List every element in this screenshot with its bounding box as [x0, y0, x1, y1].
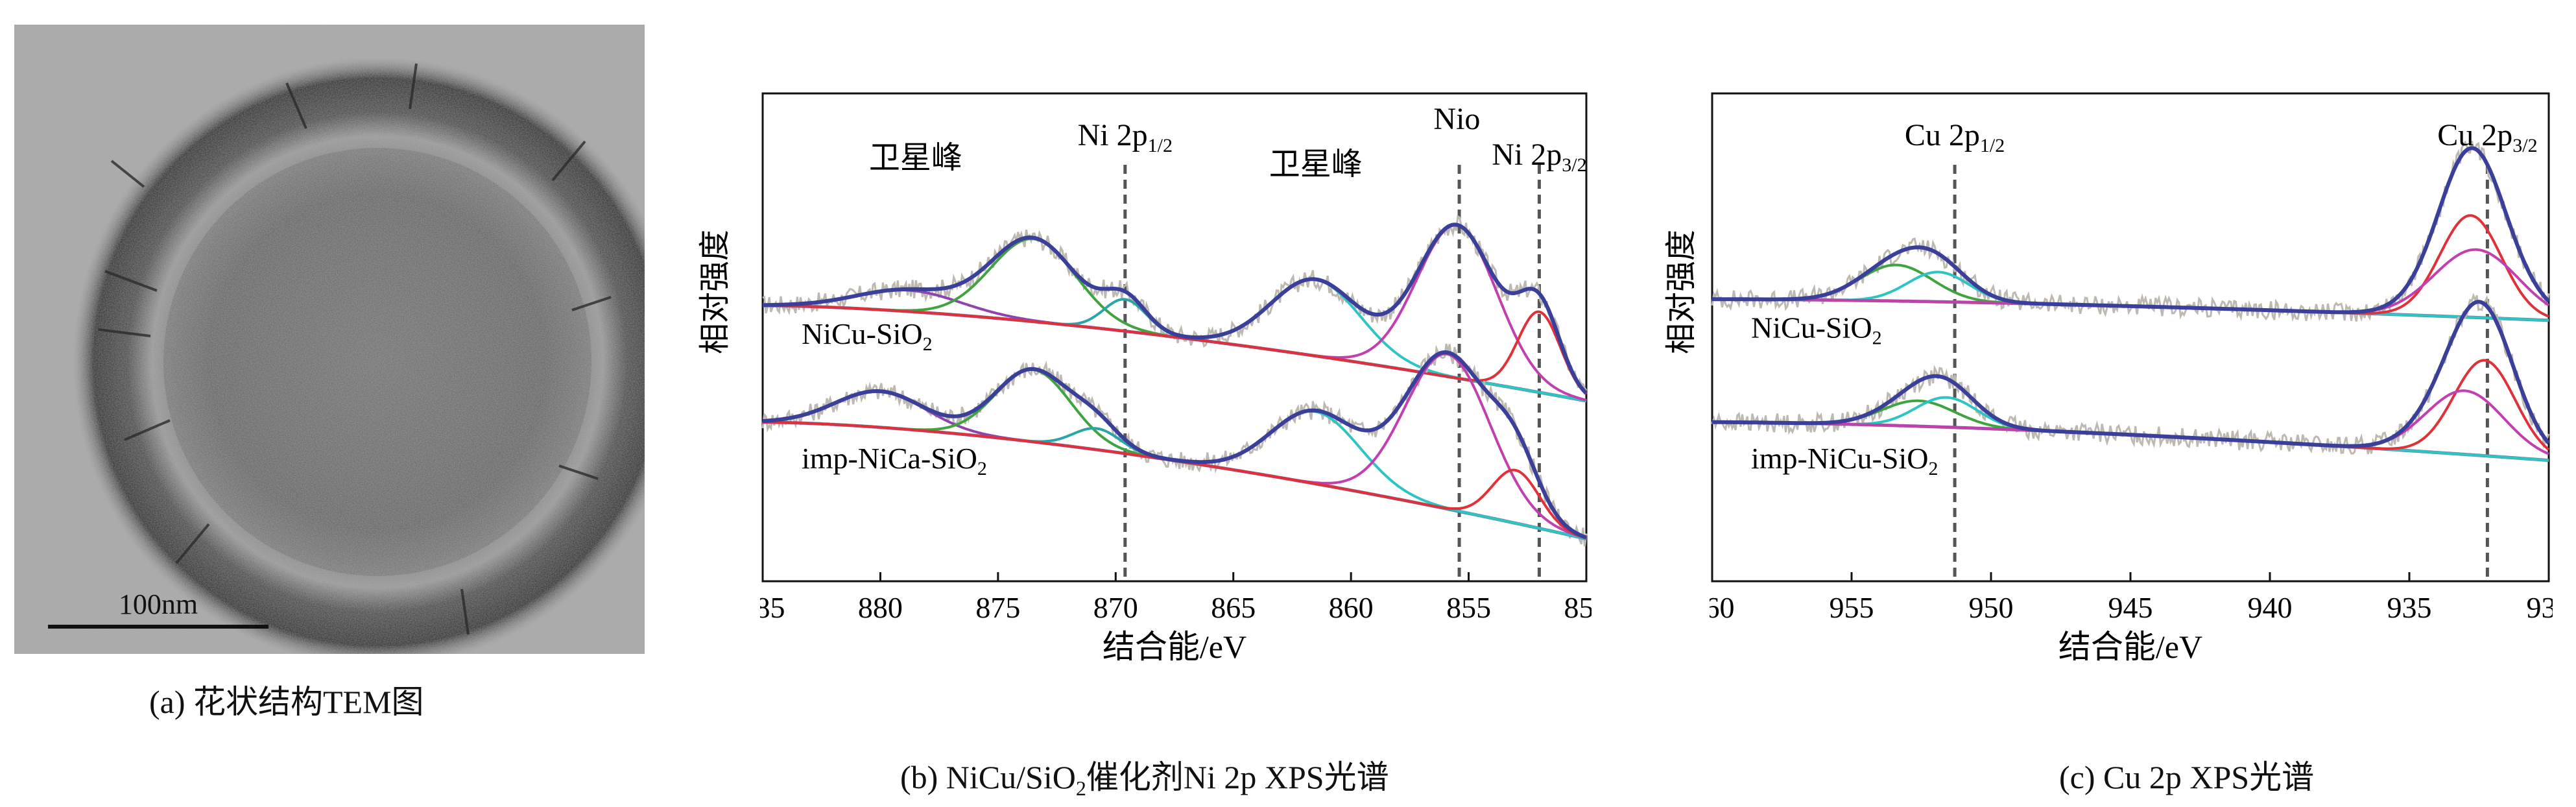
component-peak	[763, 410, 1587, 540]
caption-a: (a) 花状结构TEM图	[149, 684, 424, 720]
component-peak	[763, 304, 1588, 396]
series-0	[762, 215, 1588, 403]
x-tick-label: 880	[858, 591, 903, 624]
x-tick-label: 870	[1093, 591, 1138, 624]
fit-envelope	[762, 350, 1588, 540]
fit-envelope	[1712, 300, 2551, 448]
chart-ni2p: 885 880 875 870 865 860 855 850 结合能/eV NiCu-SiO2 i…	[760, 92, 1592, 662]
series-1	[1711, 293, 2551, 463]
fit-envelope	[1712, 146, 2551, 315]
caption-c: (c) Cu 2p XPS光谱	[2059, 759, 2315, 795]
tem-image: 100nm	[14, 25, 645, 654]
raw-data-line	[1711, 140, 2550, 322]
x-tick-label: 855	[1446, 591, 1491, 624]
plot-frame	[761, 92, 1588, 583]
x-tick-label: 875	[975, 591, 1020, 624]
x-tick-label: 860	[1329, 591, 1374, 624]
caption-b-prefix: (b) NiCu/SiO	[900, 759, 1076, 795]
chart-cu2p: 960 955 950 945 940 935 930 结合能/eV NiCu-SiO2 imp-…	[1710, 92, 2553, 662]
peak-annotation: Ni 2p3/2	[1492, 138, 1586, 176]
x-tick-label: 865	[1211, 591, 1256, 624]
x-tick-label: 930	[2527, 591, 2553, 624]
ylabel-b-wrap: 相对强度	[698, 230, 732, 354]
background-line	[763, 420, 1587, 541]
caption-b-suffix: 催化剂Ni 2p XPS光谱	[1086, 759, 1389, 795]
peak-annotation: 卫星峰	[1269, 147, 1363, 182]
ylabel-c: 相对强度	[1664, 230, 1699, 354]
x-tick-label: 940	[2248, 591, 2293, 624]
tem-micrograph: 100nm	[14, 25, 645, 654]
fit-envelope	[763, 223, 1588, 395]
x-tick-label: 850	[1564, 591, 1592, 624]
component-peak	[763, 420, 1587, 540]
ylabel-b: 相对强度	[698, 230, 732, 354]
component-peak	[763, 224, 1587, 402]
raw-data-line	[762, 215, 1588, 392]
caption-b: (b) NiCu/SiO2催化剂Ni 2p XPS光谱	[900, 751, 1389, 801]
peak-annotation: Cu 2p3/2	[2437, 118, 2537, 156]
ylabel-c-wrap: 相对强度	[1664, 230, 1699, 354]
series-label: imp-NiCa-SiO2	[802, 442, 987, 479]
x-tick-label: 885	[760, 591, 785, 624]
peak-annotation: Cu 2p1/2	[1905, 118, 2005, 156]
x-tick-label: 950	[1969, 591, 2014, 624]
x-tick-label: 955	[1830, 591, 1874, 624]
series-0	[1711, 140, 2551, 322]
series-label: NiCu-SiO2	[1751, 311, 1882, 348]
caption-b-sub: 2	[1075, 777, 1086, 800]
series-label: NiCu-SiO2	[802, 317, 933, 355]
peak-annotation: Nio	[1433, 102, 1480, 136]
scale-bar-label: 100nm	[119, 588, 198, 620]
x-tick-label: 945	[2108, 591, 2153, 624]
x-axis-label: 结合能/eV	[2058, 629, 2202, 662]
series-1	[761, 343, 1588, 547]
series-label: imp-NiCu-SiO2	[1751, 442, 1938, 479]
component-peak	[763, 420, 1587, 540]
x-axis-label: 结合能/eV	[1103, 629, 1246, 662]
peak-annotation: Ni 2p1/2	[1078, 118, 1173, 156]
peak-annotation: 卫星峰	[869, 141, 962, 175]
x-tick-label: 935	[2387, 591, 2432, 624]
x-tick-label: 960	[1710, 591, 1735, 624]
